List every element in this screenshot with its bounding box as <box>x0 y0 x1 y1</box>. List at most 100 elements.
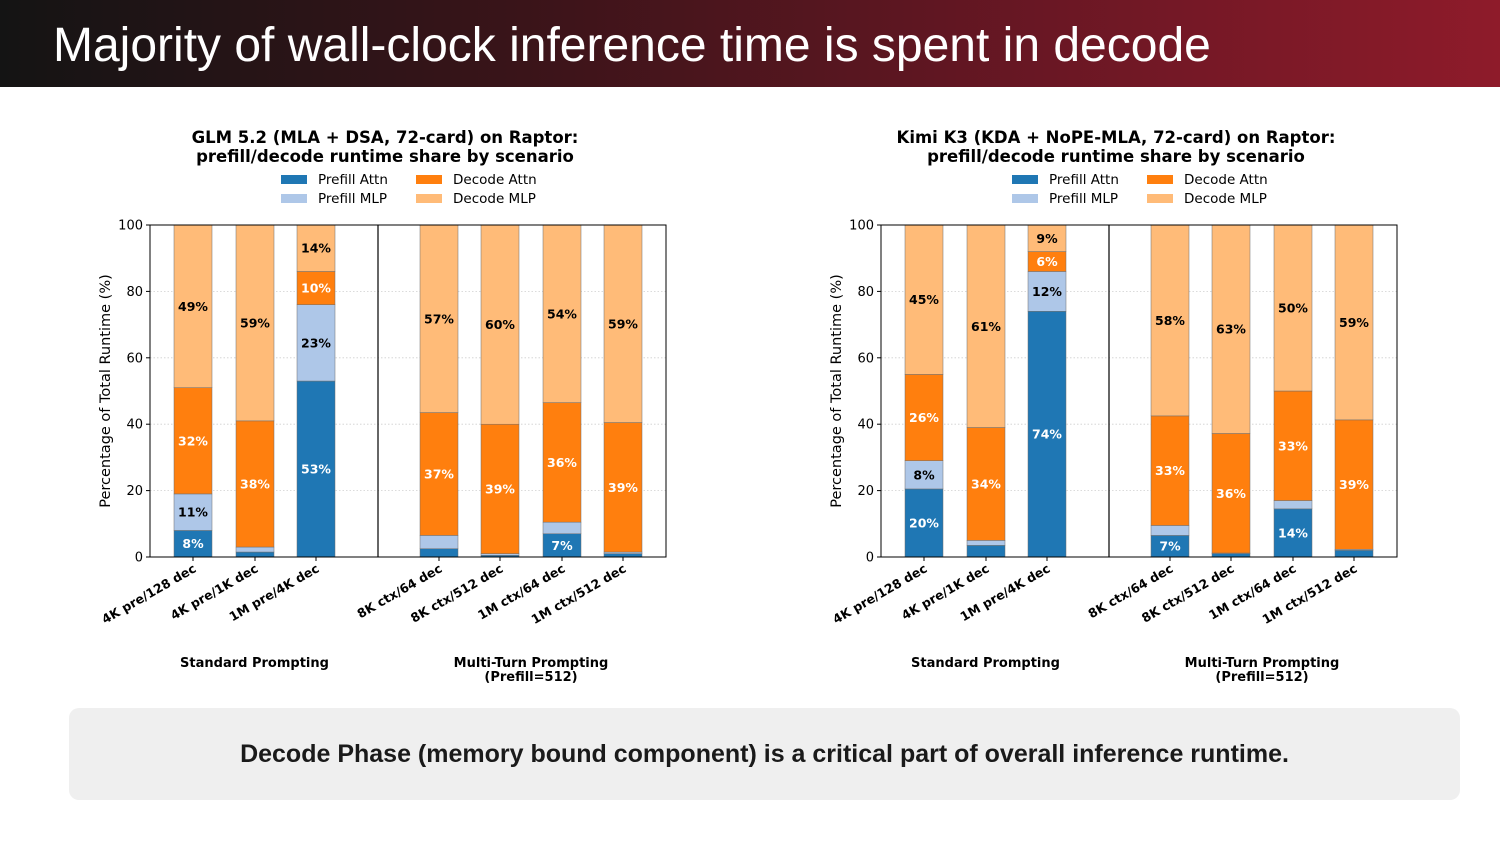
plot-frame <box>149 224 667 558</box>
bar-value-label: 14% <box>301 241 331 256</box>
plot-frame <box>880 224 1398 558</box>
y-tick-label: 20 <box>857 484 874 499</box>
bar-segment <box>1150 224 1190 417</box>
slide-title: Majority of wall-clock inference time is… <box>53 19 1211 72</box>
bar-stack: 7% 33% 58% <box>1150 224 1190 558</box>
bar-value-label: 33% <box>1278 438 1308 453</box>
y-tick-label: 60 <box>126 351 143 366</box>
bar-stack: 36% 63% <box>1211 224 1251 558</box>
bar-segment <box>235 546 275 553</box>
bar-stack: 39% 59% <box>603 224 643 558</box>
bar-value-label: 36% <box>547 455 577 470</box>
bar-segment <box>296 224 336 272</box>
y-tick-label: 100 <box>849 219 874 234</box>
chart-title-line: prefill/decode runtime share by scenario <box>196 147 574 166</box>
bar-segment <box>603 224 643 423</box>
bar-value-label: 20% <box>909 515 939 530</box>
chart-glm: GLM 5.2 (MLA + DSA, 72-card) on Raptor: p… <box>0 120 740 700</box>
bar-stack: 7% 36% 54% <box>542 224 582 558</box>
bar-segment <box>603 422 643 553</box>
bar-segment <box>173 224 213 388</box>
legend-label: Prefill Attn <box>1049 172 1119 188</box>
bar-value-label: 36% <box>1216 486 1246 501</box>
chart-glm-svg: GLM 5.2 (MLA + DSA, 72-card) on Raptor:p… <box>98 128 667 685</box>
bar-value-label: 59% <box>1339 315 1369 330</box>
bar-value-label: 6% <box>1036 254 1058 269</box>
legend-swatch <box>1147 194 1173 203</box>
y-tick-label: 100 <box>118 219 143 234</box>
legend-label: Decode Attn <box>1184 172 1268 188</box>
chart-legend: Prefill Attn Prefill MLP Decode Attn Decode… <box>281 172 537 207</box>
bar-segment <box>419 224 459 413</box>
bar-segment <box>419 412 459 536</box>
group-label: Standard Prompting <box>180 656 329 671</box>
bar-segment <box>904 224 944 375</box>
y-axis-label: Percentage of Total Runtime (%) <box>829 274 845 508</box>
callout-text: Decode Phase (memory bound component) is… <box>240 739 1289 768</box>
bar-value-label: 59% <box>608 316 638 331</box>
y-axis-label: Percentage of Total Runtime (%) <box>98 274 114 508</box>
bar-segment <box>296 271 336 305</box>
legend-label: Decode Attn <box>453 172 537 188</box>
legend-swatch <box>416 194 442 203</box>
callout-box: Decode Phase (memory bound component) is… <box>69 708 1460 800</box>
legend-label: Decode MLP <box>1184 191 1267 207</box>
bar-value-label: 49% <box>178 299 208 314</box>
bar-segment <box>1211 224 1251 434</box>
bar-segment <box>1273 500 1313 510</box>
bar-value-label: 58% <box>1155 313 1185 328</box>
group-label: Multi-Turn Prompting <box>454 656 609 671</box>
y-tick-label: 40 <box>857 418 874 433</box>
bar-value-label: 54% <box>547 306 577 321</box>
bar-value-label: 34% <box>971 476 1001 491</box>
legend-swatch <box>1012 175 1038 184</box>
bar-segment <box>480 423 520 554</box>
bar-segment <box>1150 525 1190 536</box>
chart-title-line: GLM 5.2 (MLA + DSA, 72-card) on Raptor: <box>192 128 579 147</box>
bar-stack: 38% 59% <box>235 224 275 558</box>
legend-label: Prefill MLP <box>1049 191 1118 207</box>
bar-segment <box>419 535 459 549</box>
legend-label: Prefill MLP <box>318 191 387 207</box>
bar-segment <box>235 551 275 558</box>
group-label: (Prefill=512) <box>1215 670 1308 685</box>
group-label: (Prefill=512) <box>484 670 577 685</box>
chart-title-line: Kimi K3 (KDA + NoPE-MLA, 72-card) on Rap… <box>897 128 1336 147</box>
bar-segment <box>1027 311 1067 558</box>
bar-segment <box>1273 390 1313 501</box>
bar-value-label: 53% <box>301 462 331 477</box>
bar-value-label: 14% <box>1278 525 1308 540</box>
y-tick-label: 60 <box>857 351 874 366</box>
bar-stack: 20% 8% 26% 45% <box>904 224 944 558</box>
bar-segment <box>904 374 944 461</box>
bar-value-label: 9% <box>1036 231 1058 246</box>
legend-swatch <box>1147 175 1173 184</box>
bar-segment <box>235 420 275 548</box>
bar-value-label: 8% <box>913 467 935 482</box>
legend-label: Prefill Attn <box>318 172 388 188</box>
bar-segment <box>966 224 1006 428</box>
bar-stack: 14% 33% 50% <box>1273 224 1313 558</box>
bar-segment <box>1211 433 1251 554</box>
bar-value-label: 60% <box>485 317 515 332</box>
bar-stack: 37% 57% <box>419 224 459 558</box>
chart-title-line: prefill/decode runtime share by scenario <box>927 147 1305 166</box>
bar-value-label: 8% <box>182 536 204 551</box>
bar-segment <box>904 460 944 490</box>
bar-stack: 34% 61% <box>966 224 1006 558</box>
bar-segment <box>480 224 520 425</box>
y-tick-label: 20 <box>126 484 143 499</box>
group-label: Standard Prompting <box>911 656 1060 671</box>
bar-value-label: 39% <box>485 481 515 496</box>
bar-value-label: 61% <box>971 319 1001 334</box>
bar-value-label: 39% <box>608 480 638 495</box>
bar-value-label: 10% <box>301 281 331 296</box>
bar-value-label: 26% <box>909 410 939 425</box>
bar-segment <box>1273 224 1313 392</box>
bar-value-label: 38% <box>240 476 270 491</box>
bar-stack: 8% 11% 32% 49% <box>173 224 213 558</box>
bar-segment <box>419 548 459 558</box>
bar-value-label: 33% <box>1155 463 1185 478</box>
chart-kimi: Kimi K3 (KDA + NoPE-MLA, 72-card) on Rap… <box>731 120 1471 700</box>
bar-value-label: 37% <box>424 467 454 482</box>
